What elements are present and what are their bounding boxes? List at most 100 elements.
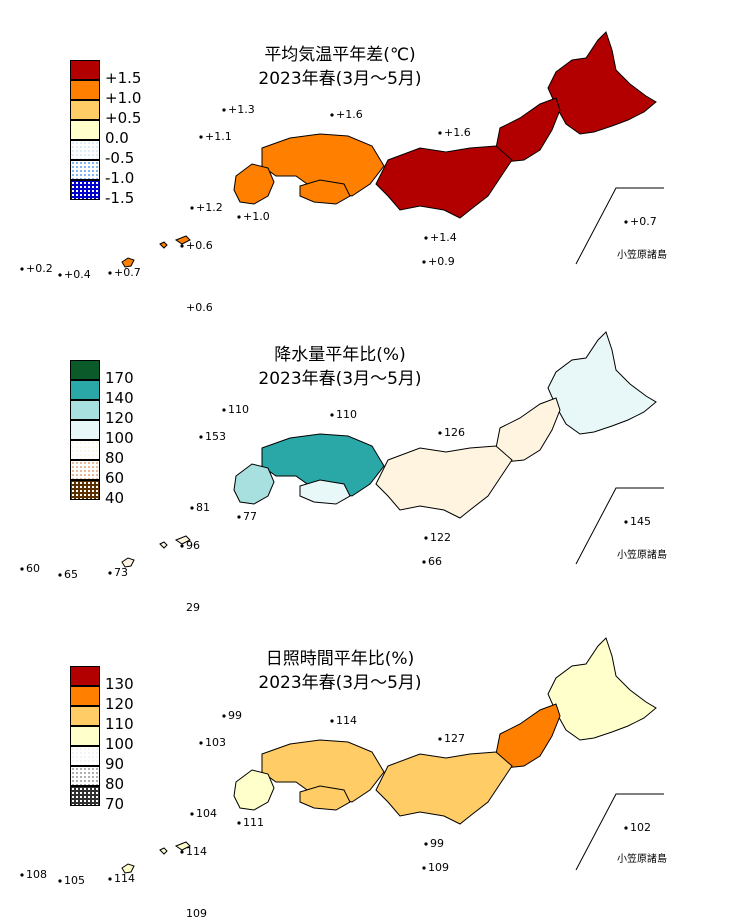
station-marker [190,506,194,510]
panel-title: 平均気温平年差(℃) [264,45,416,65]
station-marker [199,741,203,745]
station-value-label: 73 [114,566,128,579]
legend-swatch [70,380,100,400]
map-region-kyushu [233,463,275,505]
legend-swatch [70,480,100,500]
panel-title: 降水量平年比(%) [274,345,406,365]
station-value-label: 114 [336,714,357,727]
station-value-label: 81 [196,501,210,514]
legend-swatch [70,100,100,120]
legend-label: 70 [105,795,125,813]
legend-label: 100 [105,429,134,447]
station-value-label: 110 [336,408,357,421]
legend-swatch [70,160,100,180]
station-marker [108,571,112,575]
station-value-label: +1.2 [196,201,223,214]
station-marker [438,131,442,135]
legend-swatch [70,746,100,766]
station-marker [58,879,62,883]
station-marker [190,206,194,210]
station-marker [624,520,628,524]
map-region-north [495,397,561,463]
station-marker [424,236,428,240]
station-marker [180,544,184,548]
station-marker [422,866,426,870]
legend-label: -1.0 [105,169,135,187]
station-value-label: +0.9 [428,255,455,268]
station-marker [237,821,241,825]
station-marker [330,113,334,117]
map-region-shikoku [299,179,351,205]
panel-subtitle: 2023年春(3月～5月) [258,369,422,389]
legend-swatch [70,180,100,200]
legend-swatch [70,360,100,380]
station-value-label: 102 [630,821,651,834]
sunshine-ratio-panel: 日照時間平年比(%) 2023年春(3月～5月) 130 120 110 100 90 8… [0,606,750,920]
legend-label: 60 [105,469,125,487]
ogasawara-label: 小笠原諸島 [617,550,667,561]
precipitation-ratio-panel: 降水量平年比(%) 2023年春(3月～5月) 170 140 120 100 80 60… [0,300,750,614]
station-value-label: 65 [64,568,78,581]
station-value-label: 127 [444,732,465,745]
legend-label: 130 [105,675,134,693]
station-marker [424,536,428,540]
station-value-label: +1.3 [228,103,255,116]
legend-label: 100 [105,735,134,753]
map-region-east [375,145,513,219]
station-value-label: 105 [64,874,85,887]
legend-label: 120 [105,409,134,427]
station-value-label: +0.2 [26,262,53,275]
station-value-label: 60 [26,562,40,575]
station-value-label: +0.6 [186,239,213,252]
legend-swatch [70,706,100,726]
legend-label: +0.5 [105,109,142,127]
map-region-shikoku [299,479,351,505]
temperature-map [20,31,664,277]
legend-label: -0.5 [105,149,135,167]
legend-label: 80 [105,449,125,467]
station-value-label: +1.1 [205,130,232,143]
station-value-label: 99 [228,709,242,722]
legend-swatch [70,80,100,100]
map-region-kyushu [233,769,275,811]
station-value-label: +1.4 [430,231,457,244]
ogasawara-label: 小笠原諸島 [617,250,667,261]
station-value-label: +1.0 [243,210,270,223]
station-marker [190,812,194,816]
ogasawara-inset-frame [575,793,664,871]
map-region-islands [121,535,191,568]
station-marker [422,560,426,564]
station-value-label: 29 [186,601,200,614]
precipitation-map [20,331,664,577]
sunshine-map [20,637,664,883]
station-marker [438,737,442,741]
ogasawara-inset-frame [575,487,664,565]
station-marker [438,431,442,435]
station-marker [222,714,226,718]
station-marker [222,108,226,112]
station-marker [108,271,112,275]
station-value-label: 153 [205,430,226,443]
legend-label: +1.0 [105,89,142,107]
legend-label: 120 [105,695,134,713]
map-region-hokkaido [547,637,657,741]
map-region-north [495,97,561,163]
station-value-label: +0.7 [114,266,141,279]
station-marker [222,408,226,412]
legend-swatch [70,766,100,786]
station-marker [199,435,203,439]
station-marker [330,719,334,723]
station-value-label: 66 [428,555,442,568]
station-marker [422,260,426,264]
legend-label: 110 [105,715,134,733]
station-marker [20,267,24,271]
legend-label: -1.5 [105,189,135,207]
map-region-hokkaido [547,31,657,135]
station-value-label: +0.7 [630,215,657,228]
temperature-anomaly-panel: 平均気温平年差(℃) 2023年春(3月～5月) +1.5 +1.0 +0.5 0.0… [0,0,750,314]
legend-label: 90 [105,755,125,773]
station-value-label: 114 [186,845,207,858]
legend-swatch [70,60,100,80]
map-region-west [261,433,385,497]
legend-swatch [70,140,100,160]
